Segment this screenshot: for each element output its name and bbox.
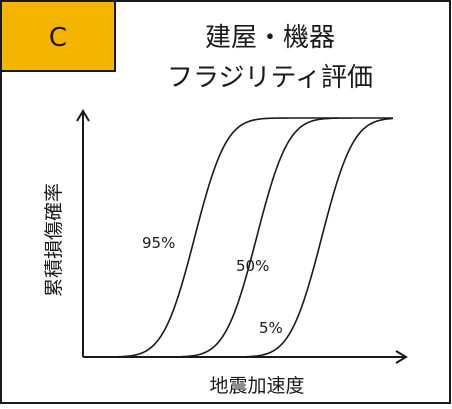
panel-title-line2: フラジリティ評価	[167, 63, 373, 93]
series-layer	[83, 117, 394, 358]
series-label-95: 95%	[142, 234, 175, 252]
fragility-curve-0	[83, 117, 338, 358]
panel-badge-letter: C	[49, 23, 67, 53]
y-axis-label: 累積損傷確率	[43, 183, 65, 297]
panel-badge	[0, 0, 116, 72]
series-label-5: 5%	[259, 319, 283, 337]
panel-title-line1: 建屋・機器	[205, 23, 335, 53]
series-label-50: 50%	[236, 257, 269, 275]
x-axis-label: 地震加速度	[209, 375, 304, 397]
fragility-curve-1	[83, 117, 393, 358]
fragility-curve-2	[83, 117, 394, 358]
